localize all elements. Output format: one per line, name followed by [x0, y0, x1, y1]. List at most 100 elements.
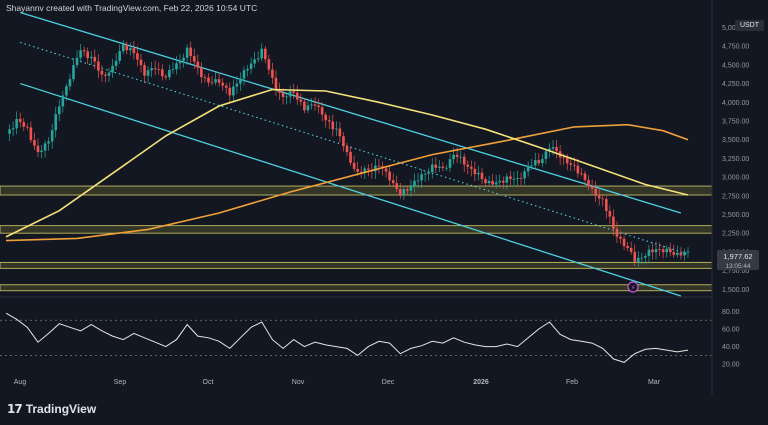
- candle-body: [622, 238, 626, 247]
- price-tag-value: 1,977.62: [723, 252, 752, 261]
- candle-body: [100, 70, 104, 75]
- candle-body: [452, 154, 455, 160]
- candle-body: [430, 164, 434, 173]
- rsi-pane[interactable]: 20.00 40.00 60.00 80.00: [0, 309, 740, 369]
- candle-body: [537, 160, 541, 164]
- price-zone: [0, 261, 713, 269]
- candle-body: [57, 106, 61, 115]
- candle-body: [470, 166, 473, 169]
- candle-body: [72, 65, 75, 80]
- candle-body: [239, 78, 242, 84]
- candle-body: [526, 165, 530, 172]
- candle-body: [214, 79, 217, 83]
- candle-body: [342, 136, 345, 147]
- candle-body: [686, 251, 690, 253]
- candle-body: [79, 50, 82, 58]
- candle-body: [683, 251, 686, 256]
- price-tick-label: 2,750.00: [722, 193, 749, 200]
- candle-body: [139, 59, 143, 66]
- price-tick-label: 4,500.00: [722, 62, 749, 69]
- candle-body: [391, 180, 395, 184]
- rsi-axis[interactable]: 20.00 40.00 60.00 80.00: [722, 309, 740, 369]
- candle-body: [68, 79, 72, 87]
- candle-body: [274, 77, 278, 90]
- time-tick-label: Aug: [14, 379, 27, 386]
- candle-body: [97, 61, 100, 71]
- candle-body: [551, 147, 555, 149]
- price-tag-box: [717, 250, 759, 270]
- candle-body: [335, 128, 338, 130]
- candle-body: [487, 180, 491, 184]
- candle-body: [264, 48, 267, 60]
- candle-body: [104, 74, 107, 76]
- candle-body: [349, 151, 352, 163]
- candle-body: [235, 83, 239, 87]
- candle-body: [281, 92, 285, 97]
- candle-body: [168, 69, 171, 78]
- price-tick-label: 4,750.00: [722, 44, 749, 51]
- candle-body: [232, 86, 235, 96]
- price-tick-label: 3,250.00: [722, 156, 749, 163]
- lightning-marker[interactable]: ⚡: [627, 281, 639, 293]
- candle-body: [498, 180, 502, 183]
- candle-body: [654, 249, 658, 253]
- candle-body: [33, 140, 36, 146]
- candle-body: [661, 249, 665, 253]
- candle-body: [146, 70, 150, 76]
- candle-body: [8, 129, 11, 134]
- candle-body: [121, 44, 125, 52]
- rsi-tick-label: 80.00: [722, 309, 740, 316]
- tradingview-logo[interactable]: 17 TradingView: [7, 402, 96, 416]
- tradingview-logo-text: TradingView: [25, 402, 97, 416]
- candle-body: [409, 185, 413, 191]
- candle-body: [295, 92, 299, 100]
- candle-body: [160, 69, 164, 77]
- rsi-tick-label: 40.00: [722, 344, 740, 351]
- candle-body: [573, 164, 576, 166]
- tradingview-logo-icon: 17: [7, 402, 23, 416]
- candle-body: [196, 61, 200, 68]
- candle-body: [125, 44, 129, 51]
- candle-body: [317, 105, 320, 108]
- rsi-line: [5, 312, 689, 363]
- price-tick-label: 3,500.00: [722, 137, 749, 144]
- candle-body: [601, 198, 605, 200]
- candle-body: [580, 173, 583, 175]
- candle-body: [22, 122, 26, 127]
- candle-body: [43, 143, 47, 151]
- candle-body: [651, 249, 654, 253]
- candle-body: [395, 183, 399, 190]
- candle-body: [285, 96, 288, 98]
- price-zone: [0, 284, 713, 292]
- candle-body: [224, 85, 228, 88]
- candle-body: [583, 173, 587, 180]
- time-axis[interactable]: Aug Sep Oct Nov Dec 2026 Feb Mar: [14, 379, 661, 386]
- candle-body: [541, 159, 544, 164]
- time-tick-label: Mar: [648, 379, 661, 386]
- candle-body: [217, 79, 221, 83]
- candle-body: [175, 63, 178, 70]
- price-tick-label: 4,250.00: [722, 81, 749, 88]
- candle-body: [519, 177, 523, 179]
- candle-body: [249, 63, 253, 69]
- price-tick-label: 1,500.00: [722, 287, 749, 294]
- candle-body: [26, 126, 29, 128]
- candle-body: [477, 172, 480, 175]
- candle-body: [47, 141, 50, 144]
- candle-body: [676, 252, 679, 255]
- candle-body: [65, 86, 68, 96]
- candle-body: [491, 180, 494, 185]
- candle-body: [665, 248, 668, 253]
- price-pane[interactable]: 1,500.001,750.002,000.002,250.002,500.00…: [0, 11, 759, 297]
- candle-body: [256, 58, 260, 60]
- candle-body: [153, 68, 157, 70]
- channel-lower-line: [20, 82, 682, 297]
- candle-body: [61, 95, 65, 107]
- candle-body: [267, 59, 271, 70]
- quote-currency-label[interactable]: USDT: [734, 20, 764, 31]
- candle-body: [93, 56, 97, 62]
- candle-body: [306, 105, 310, 111]
- candle-body: [636, 257, 640, 262]
